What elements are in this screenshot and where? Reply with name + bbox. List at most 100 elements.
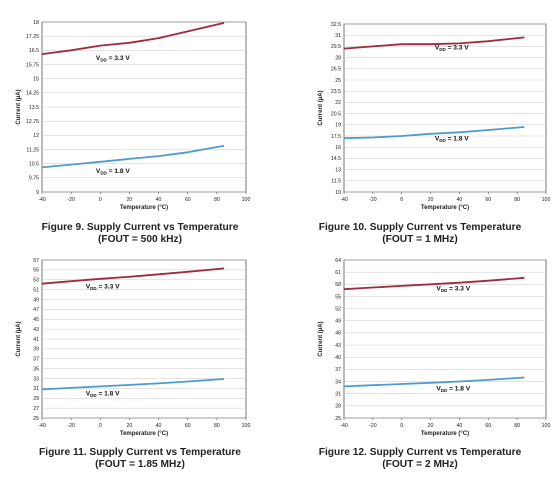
- x-tick-label: 60: [485, 423, 491, 429]
- x-tick-label: 60: [485, 197, 491, 203]
- y-tick-label: 17.25: [26, 34, 39, 40]
- x-tick-label: -20: [67, 423, 75, 429]
- y-tick-label: 25: [335, 416, 341, 422]
- y-tick-label: 53: [33, 278, 39, 284]
- chart-figure-10: 10 11.5 13 14.5 16 17.5 19 20.5 22 23.5 25 26.5 28 29…: [318, 22, 551, 211]
- figure-caption-subtitle: (FOUT = 500 kHz): [97, 234, 183, 245]
- y-tick-label: 23.5: [331, 89, 341, 95]
- plot-area: [343, 259, 547, 419]
- x-tick-label: 80: [214, 423, 220, 429]
- series-label: VDD = 1.8 V: [96, 168, 130, 176]
- y-tick-label: 13: [335, 167, 341, 173]
- figure-caption: Figure 9. Supply Current vs Temperature …: [0, 222, 280, 246]
- x-tick-label: -20: [369, 423, 377, 429]
- series-label: VDD = 3.3 V: [435, 44, 469, 52]
- series-label: VDD = 1.8 V: [436, 385, 470, 393]
- series-label: VDD = 1.8 V: [435, 135, 469, 143]
- y-tick-label: 35: [33, 366, 39, 372]
- figure-caption-subtitle: (FOUT = 2 MHz): [382, 459, 458, 470]
- x-tick-label: 40: [156, 423, 162, 429]
- x-tick-label: -40: [38, 197, 46, 203]
- x-tick-label: 100: [242, 423, 251, 429]
- y-tick-label: 43: [33, 327, 39, 333]
- x-tick-label: -40: [340, 197, 348, 203]
- x-tick-label: 20: [428, 423, 434, 429]
- x-tick-label: -40: [38, 423, 46, 429]
- y-tick-label: 31: [335, 33, 341, 39]
- y-tick-label: 46: [335, 331, 341, 337]
- y-axis-label: Current (µA): [318, 321, 324, 356]
- series-line-vdd-3-3: [41, 22, 225, 55]
- y-tick-label: 41: [33, 337, 39, 343]
- x-axis-label: Temperature (°C): [421, 431, 469, 437]
- y-tick-label: 10: [335, 190, 341, 196]
- x-tick-label: 60: [185, 423, 191, 429]
- y-tick-label: 64: [335, 258, 341, 264]
- y-tick-label: 16.5: [29, 48, 39, 54]
- y-tick-label: 47: [33, 307, 39, 313]
- y-tick-label: 11.5: [331, 179, 341, 185]
- x-tick-label: 40: [457, 423, 463, 429]
- plot-area: [343, 23, 547, 193]
- y-tick-label: 18: [33, 20, 39, 26]
- y-tick-label: 10.5: [29, 161, 39, 167]
- y-tick-label: 9.75: [29, 176, 39, 182]
- y-tick-label: 17.5: [331, 134, 341, 140]
- y-tick-label: 49: [33, 297, 39, 303]
- x-tick-label: 40: [156, 197, 162, 203]
- series-line-vdd-3-3: [343, 276, 525, 291]
- x-tick-label: 80: [514, 423, 520, 429]
- chart-panel-figure-11: 25 27 29 31 33 35 37 39 41 43 45 47 49 51 53 55 57 -40 -20…: [0, 248, 280, 482]
- figure-caption: Figure 12. Supply Current vs Temperature…: [280, 447, 560, 471]
- series-line-vdd-1-8: [343, 376, 525, 388]
- y-tick-label: 29: [33, 396, 39, 402]
- y-tick-label: 55: [33, 268, 39, 274]
- y-tick-label: 37: [33, 357, 39, 363]
- y-tick-label: 31: [335, 391, 341, 397]
- y-tick-label: 34: [335, 379, 341, 385]
- figure-caption: Figure 10. Supply Current vs Temperature…: [280, 222, 560, 246]
- figure-caption-title: Figure 12. Supply Current vs Temperature: [318, 447, 522, 458]
- y-axis-label: Current (µA): [16, 321, 22, 356]
- x-tick-label: 100: [542, 197, 551, 203]
- y-tick-label: 14.25: [26, 91, 39, 97]
- y-tick-label: 9: [36, 190, 39, 196]
- chart-panel-figure-9: 9 9.75 10.5 11.25 12 12.75 13.5 14.25 15 15.75 16.…: [0, 0, 280, 248]
- x-tick-label: 40: [457, 197, 463, 203]
- y-tick-label: 28: [335, 55, 341, 61]
- x-axis-label: Temperature (°C): [120, 431, 168, 437]
- y-tick-label: 51: [33, 287, 39, 293]
- y-tick-label: 20.5: [331, 111, 341, 117]
- series-line-vdd-1-8: [41, 378, 225, 391]
- y-tick-label: 27: [33, 406, 39, 412]
- chart-panel-figure-12: 25 28 31 34 37 40 43 46 49 52 55 58 61 64 -40 -20 0 20 40 6…: [280, 248, 560, 482]
- y-tick-label: 13.5: [29, 105, 39, 111]
- chart-figure-12: 25 28 31 34 37 40 43 46 49 52 55 58 61 64 -40 -20 0 20 40 6…: [318, 258, 551, 437]
- y-tick-label: 22: [335, 100, 341, 106]
- y-tick-label: 49: [335, 319, 341, 325]
- x-tick-label: 20: [428, 197, 434, 203]
- y-tick-label: 45: [33, 317, 39, 323]
- y-tick-label: 61: [335, 270, 341, 276]
- x-tick-label: 20: [127, 423, 133, 429]
- y-tick-label: 55: [335, 294, 341, 300]
- y-tick-label: 12.75: [26, 119, 39, 125]
- x-tick-label: 80: [214, 197, 220, 203]
- y-tick-label: 57: [33, 258, 39, 264]
- x-tick-label: 100: [542, 423, 551, 429]
- y-axis-label: Current (µA): [16, 89, 22, 124]
- y-axis-label: Current (µA): [318, 90, 324, 125]
- y-tick-label: 16: [335, 145, 341, 151]
- series-label: VDD = 1.8 V: [86, 390, 120, 398]
- x-tick-label: 0: [400, 197, 403, 203]
- y-tick-label: 40: [335, 355, 341, 361]
- x-tick-label: 0: [99, 197, 102, 203]
- series-label: VDD = 3.3 V: [96, 55, 130, 63]
- y-tick-label: 43: [335, 343, 341, 349]
- figure-caption-title: Figure 10. Supply Current vs Temperature: [318, 222, 522, 233]
- y-tick-label: 26.5: [331, 67, 341, 73]
- figure-caption-title: Figure 11. Supply Current vs Temperature: [39, 447, 241, 458]
- x-tick-label: 20: [127, 197, 133, 203]
- figure-caption-subtitle: (FOUT = 1.85 MHz): [95, 459, 185, 470]
- y-tick-label: 33: [33, 376, 39, 382]
